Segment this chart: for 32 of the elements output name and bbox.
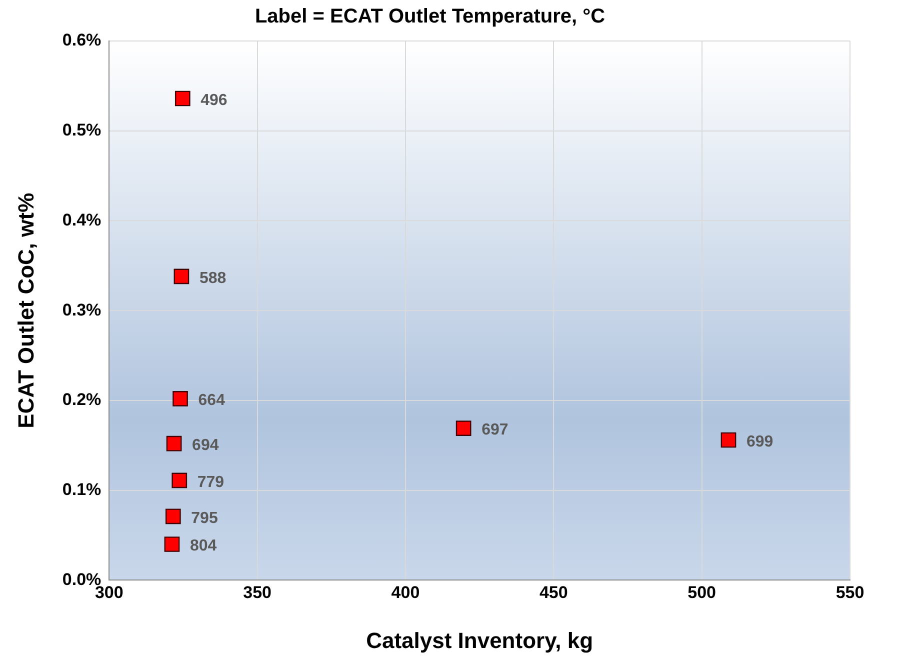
y-tick-label: 0.4% — [62, 210, 102, 230]
y-tick-label: 0.2% — [62, 390, 102, 410]
point — [456, 420, 472, 436]
x-tick-label: 500 — [688, 583, 716, 602]
annotation: 694 — [192, 437, 219, 454]
y-tick-label: 0.3% — [62, 300, 102, 320]
x-tick-label: 450 — [539, 583, 568, 602]
annotation: 779 — [197, 474, 224, 491]
x-tick-label: 550 — [836, 583, 864, 602]
point — [164, 536, 180, 552]
annotation: 697 — [482, 422, 508, 439]
y-tick-label: 0.6% — [62, 30, 102, 50]
annotation: 664 — [198, 392, 226, 410]
point — [720, 432, 736, 448]
point — [174, 268, 190, 284]
y-tick-label: 0.1% — [62, 480, 102, 500]
annotation: 804 — [190, 538, 217, 555]
point — [172, 472, 188, 488]
point — [174, 90, 190, 106]
chart-title: Label = ECAT Outlet Temperature, °C — [254, 6, 606, 28]
point — [166, 436, 182, 452]
point — [172, 391, 188, 406]
x-tick-label: 400 — [391, 583, 420, 602]
x-axis-title: Catalyst Inventory, kg — [366, 628, 594, 653]
annotation: 795 — [191, 510, 218, 527]
y-axis-title: ECAT Outlet CoC, wt% — [13, 192, 38, 428]
annotation: 496 — [200, 92, 228, 109]
point — [165, 508, 181, 524]
x-tick-label: 350 — [243, 583, 272, 602]
annotation: 588 — [199, 270, 226, 287]
annotation: 699 — [746, 433, 774, 450]
y-tick-label: 0.5% — [62, 120, 102, 140]
